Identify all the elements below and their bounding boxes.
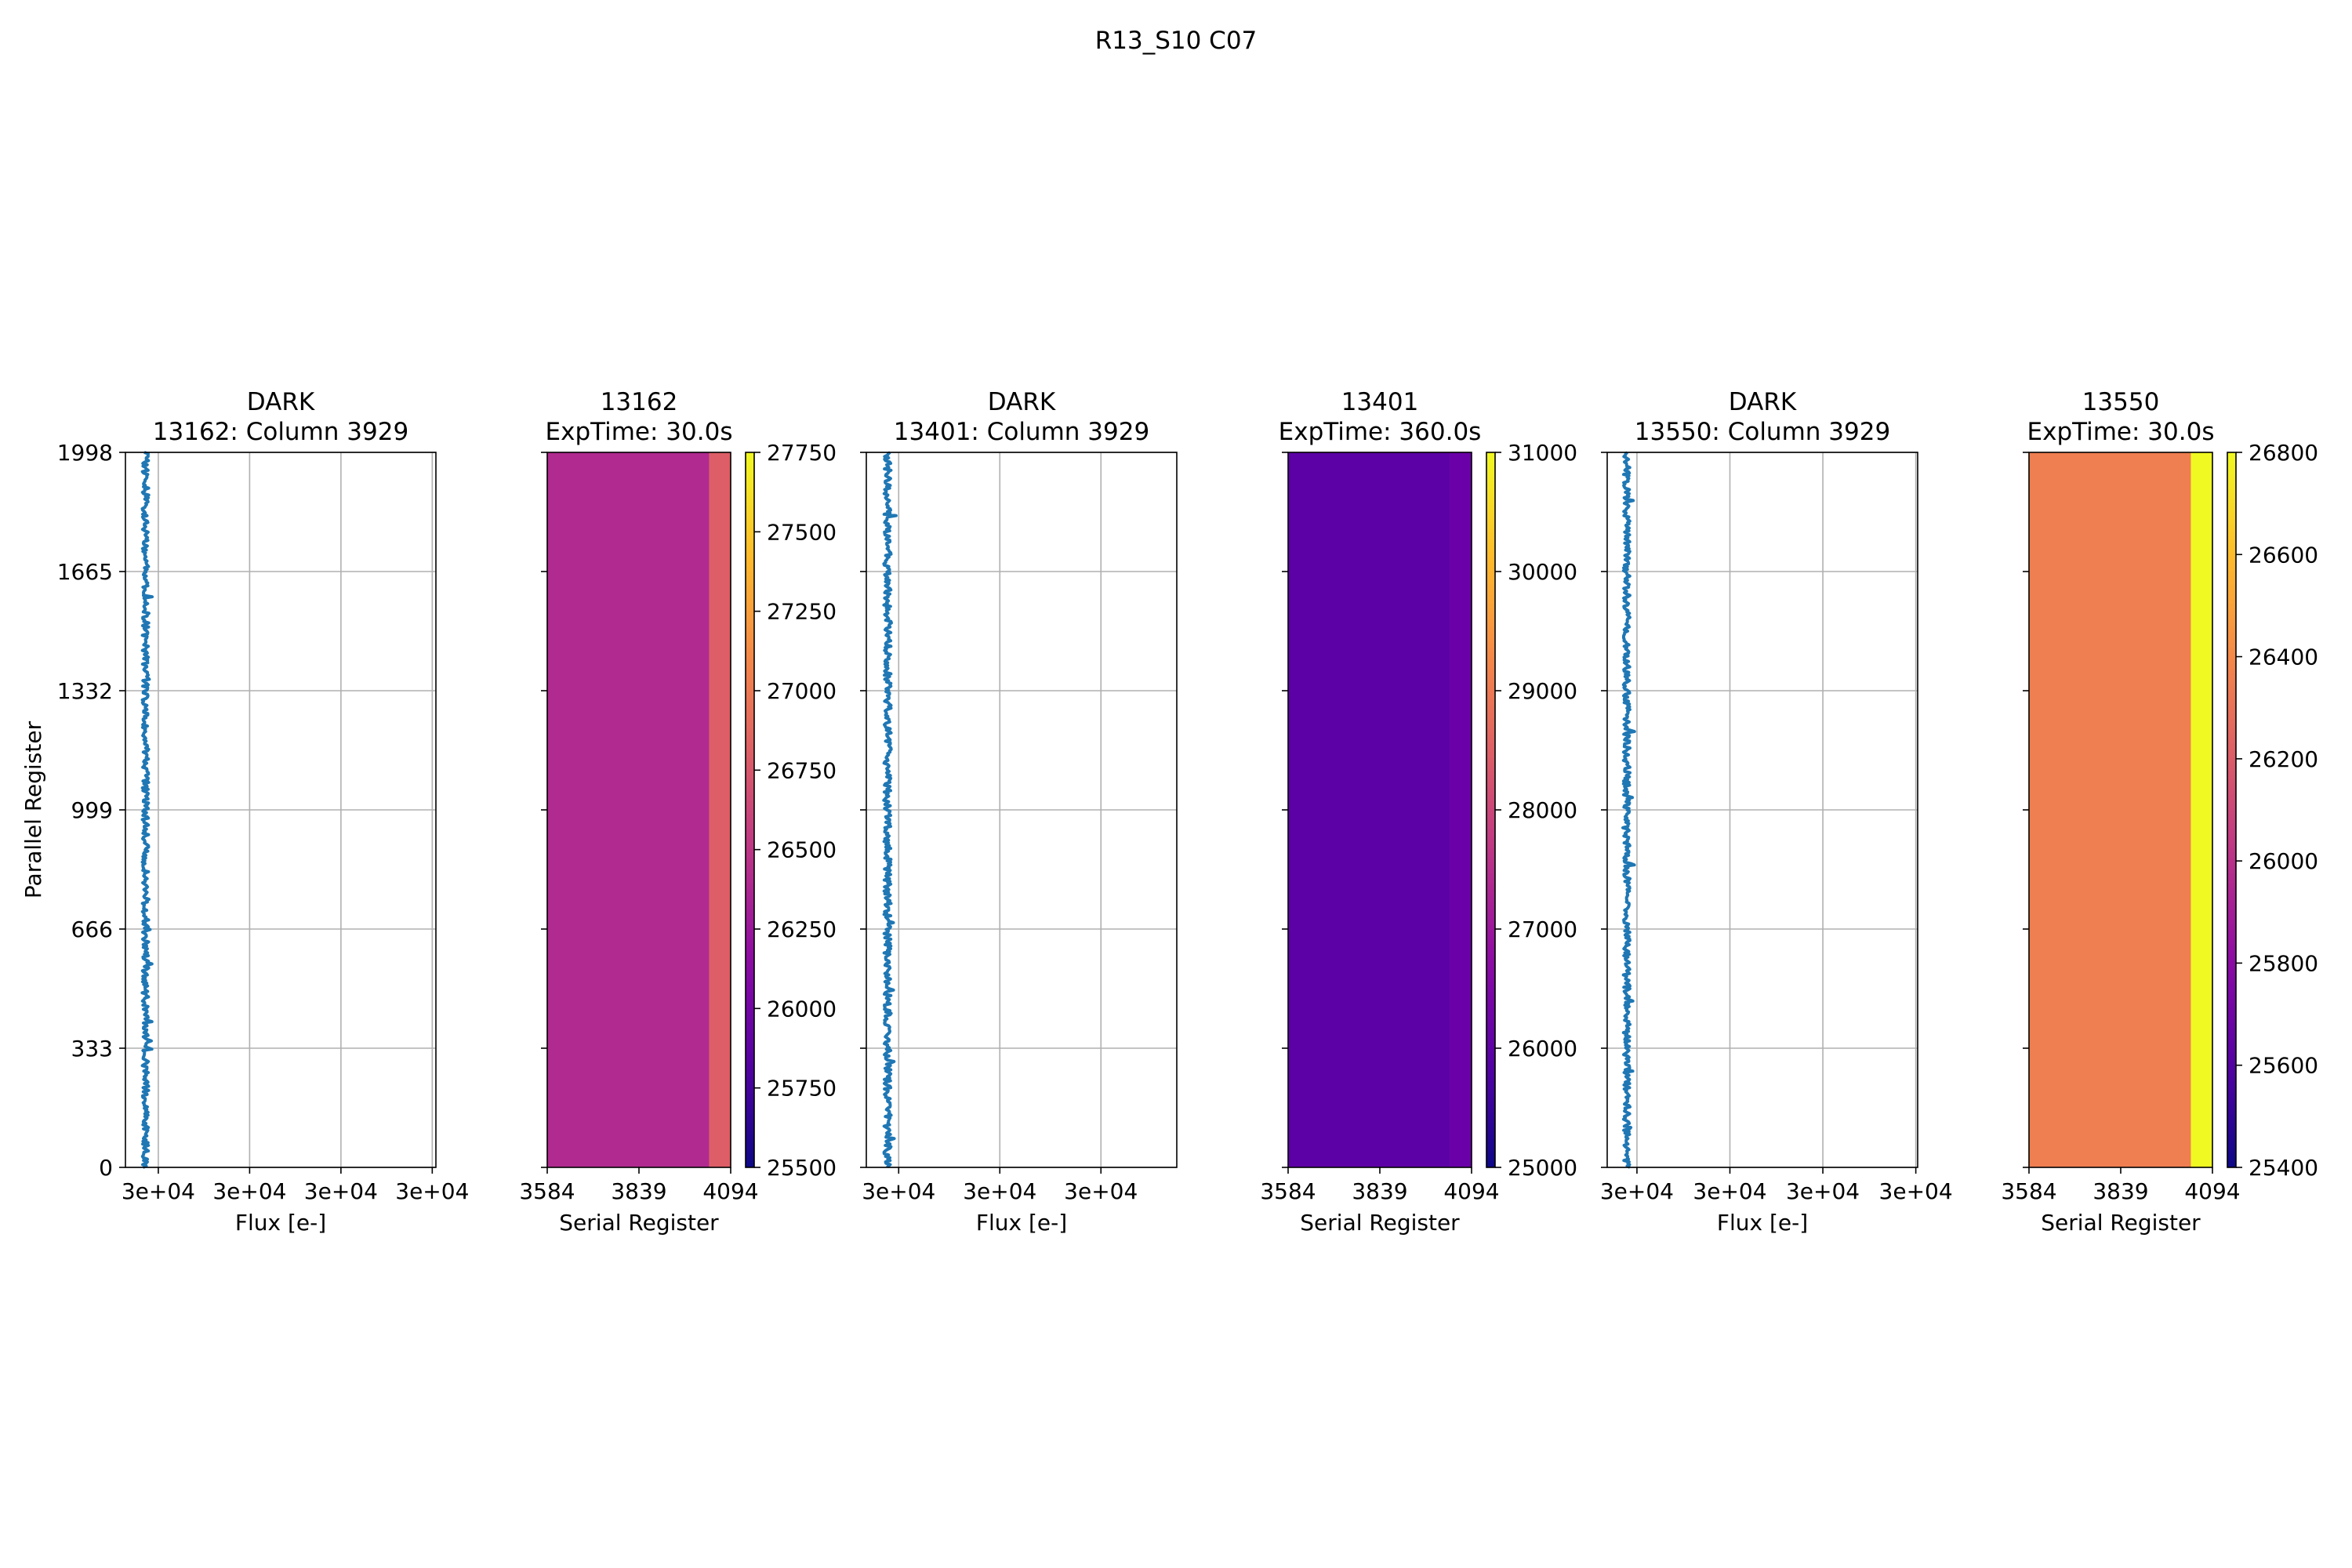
y-tick-label: 1665 [57, 559, 113, 585]
colorbar-tick-label: 27000 [767, 678, 837, 704]
x-tick-label: 3e+04 [1064, 1178, 1138, 1204]
colorbar-tick-label: 25000 [1508, 1155, 1577, 1181]
colorbar-tick-label: 26000 [2249, 848, 2318, 874]
x-axis-label: Flux [e-] [235, 1210, 326, 1236]
x-tick-label: 3e+04 [1879, 1178, 1953, 1204]
x-tick-label: 3e+04 [963, 1178, 1036, 1204]
panel-title-line-2: 13162: Column 3929 [153, 418, 408, 446]
x-tick-label: 3584 [2001, 1178, 2056, 1204]
colorbar-tick-label: 25400 [2249, 1155, 2318, 1181]
panel-title-line-2: ExpTime: 30.0s [546, 418, 733, 446]
panel-title-line-1: DARK [988, 388, 1056, 416]
colorbar-tick-label: 25600 [2249, 1053, 2318, 1079]
panel-title-line-1: 13550 [2082, 388, 2160, 416]
x-tick-label: 3839 [1352, 1178, 1407, 1204]
x-tick-label: 4094 [1443, 1178, 1499, 1204]
x-tick-label: 4094 [702, 1178, 758, 1204]
figure-title: R13_S10 C07 [1094, 27, 1258, 55]
y-tick-label: 1332 [57, 678, 113, 704]
x-tick-label: 3e+04 [862, 1178, 935, 1204]
colorbar-tick-label: 28000 [1508, 797, 1577, 823]
panel-title-line-1: 13401 [1341, 388, 1419, 416]
heatmap-region-1 [547, 452, 710, 1167]
y-tick-label: 333 [71, 1036, 113, 1062]
colorbar-gradient [1486, 452, 1495, 1167]
colorbar-tick-label: 26250 [767, 916, 837, 942]
colorbar-tick-label: 29000 [1508, 678, 1577, 704]
colorbar-tick-label: 25800 [2249, 950, 2318, 976]
colorbar-tick-label: 26800 [2249, 440, 2318, 466]
panel-title-line-2: 13550: Column 3929 [1635, 418, 1890, 446]
x-tick-label: 3839 [2092, 1178, 2148, 1204]
x-axis-label: Serial Register [2041, 1210, 2201, 1236]
x-axis-label: Flux [e-] [1717, 1210, 1808, 1236]
x-tick-label: 4094 [2184, 1178, 2240, 1204]
x-tick-label: 3584 [1260, 1178, 1316, 1204]
colorbar-tick-label: 26000 [767, 996, 837, 1022]
colorbar-gradient [746, 452, 754, 1167]
x-axis-label: Flux [e-] [976, 1210, 1067, 1236]
x-tick-label: 3e+04 [304, 1178, 378, 1204]
x-tick-label: 3584 [519, 1178, 575, 1204]
heatmap-region-2 [709, 452, 731, 1167]
panel-title-line-1: DARK [247, 388, 315, 416]
colorbar-gradient [2227, 452, 2236, 1167]
x-tick-label: 3e+04 [1786, 1178, 1860, 1204]
panel-title-line-2: 13401: Column 3929 [894, 418, 1149, 446]
flux-series-line [882, 451, 898, 1169]
x-axis-label: Serial Register [559, 1210, 719, 1236]
heatmap-region-1 [1288, 452, 1450, 1167]
flux-series-line [1621, 451, 1636, 1169]
heatmap-region-2 [1450, 452, 1472, 1167]
colorbar-frame [745, 452, 755, 1168]
y-tick-label: 0 [99, 1155, 113, 1181]
y-axis-label: Parallel Register [20, 720, 46, 898]
y-tick-label: 999 [71, 797, 113, 823]
colorbar-frame [2227, 452, 2237, 1168]
x-tick-label: 3e+04 [1693, 1178, 1766, 1204]
panel-title-line-1: DARK [1729, 388, 1797, 416]
colorbar-tick-label: 26500 [767, 837, 837, 863]
colorbar-tick-label: 27250 [767, 599, 837, 625]
panel-title-line-2: ExpTime: 30.0s [2027, 418, 2215, 446]
x-tick-label: 3e+04 [212, 1178, 286, 1204]
colorbar-tick-label: 26000 [1508, 1036, 1577, 1062]
x-tick-label: 3e+04 [395, 1178, 469, 1204]
colorbar-tick-label: 26750 [767, 757, 837, 783]
colorbar-tick-label: 27000 [1508, 916, 1577, 942]
heatmap-region-1 [2029, 452, 2191, 1167]
colorbar-tick-label: 26400 [2249, 644, 2318, 670]
x-tick-label: 3839 [611, 1178, 666, 1204]
flux-series-line [140, 451, 154, 1169]
panel-title-line-1: 13162 [601, 388, 678, 416]
colorbar-tick-label: 31000 [1508, 440, 1577, 466]
x-axis-label: Serial Register [1300, 1210, 1460, 1236]
x-tick-label: 3e+04 [122, 1178, 195, 1204]
x-tick-label: 3e+04 [1600, 1178, 1674, 1204]
heatmap-region-2 [2190, 452, 2212, 1167]
colorbar-tick-label: 25750 [767, 1076, 837, 1102]
colorbar-tick-label: 25500 [767, 1155, 837, 1181]
y-tick-label: 666 [71, 916, 113, 942]
colorbar-tick-label: 30000 [1508, 559, 1577, 585]
colorbar-tick-label: 26600 [2249, 542, 2318, 568]
colorbar-tick-label: 27500 [767, 519, 837, 545]
colorbar-tick-label: 27750 [767, 440, 837, 466]
colorbar-tick-label: 26200 [2249, 746, 2318, 772]
y-tick-label: 1998 [57, 440, 113, 466]
panel-title-line-2: ExpTime: 360.0s [1279, 418, 1482, 446]
